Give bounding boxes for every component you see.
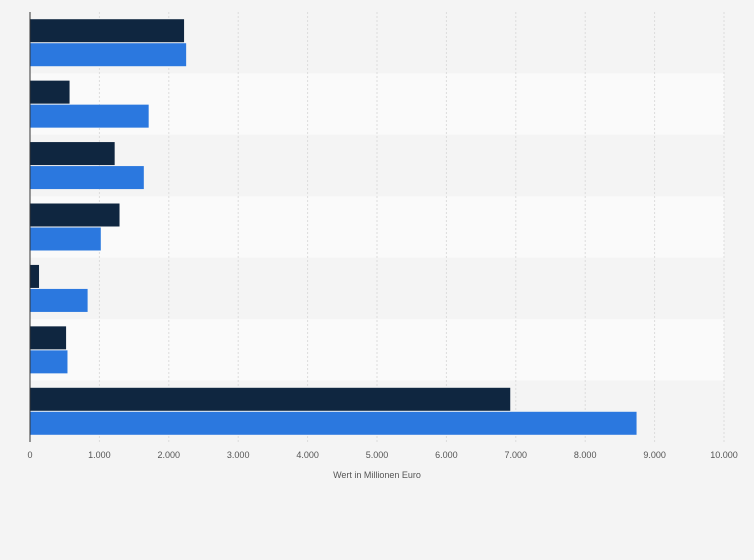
x-tick-label: 9.000 <box>643 450 666 460</box>
x-tick-label: 1.000 <box>88 450 111 460</box>
bar-series-1[interactable] <box>30 264 40 288</box>
x-tick-label: 2.000 <box>158 450 181 460</box>
bar-series-1[interactable] <box>30 203 120 227</box>
bar-series-1[interactable] <box>30 19 185 43</box>
x-tick-label: 0 <box>27 450 32 460</box>
bar-series-2[interactable] <box>30 350 68 374</box>
bar-series-2[interactable] <box>30 166 144 190</box>
bar-series-1[interactable] <box>30 80 70 104</box>
x-tick-label: 7.000 <box>505 450 528 460</box>
x-tick-label: 10.000 <box>710 450 738 460</box>
bar-series-2[interactable] <box>30 288 88 312</box>
bar-series-1[interactable] <box>30 387 511 411</box>
x-axis-ticks: 0 1.000 2.000 3.000 4.000 5.000 6.000 7.000 8.00… <box>27 450 737 460</box>
bar-series-2[interactable] <box>30 104 149 128</box>
x-tick-label: 3.000 <box>227 450 250 460</box>
x-tick-label: 6.000 <box>435 450 458 460</box>
bar-series-2[interactable] <box>30 411 637 435</box>
bar-series-2[interactable] <box>30 227 101 251</box>
x-tick-label: 8.000 <box>574 450 597 460</box>
bar-series-1[interactable] <box>30 142 115 166</box>
x-axis-title: Wert in Millionen Euro <box>333 470 421 480</box>
bar-series-1[interactable] <box>30 326 67 350</box>
bars <box>30 19 637 435</box>
x-tick-label: 5.000 <box>366 450 389 460</box>
x-tick-label: 4.000 <box>296 450 319 460</box>
bar-series-2[interactable] <box>30 43 187 67</box>
category-band <box>30 196 724 258</box>
